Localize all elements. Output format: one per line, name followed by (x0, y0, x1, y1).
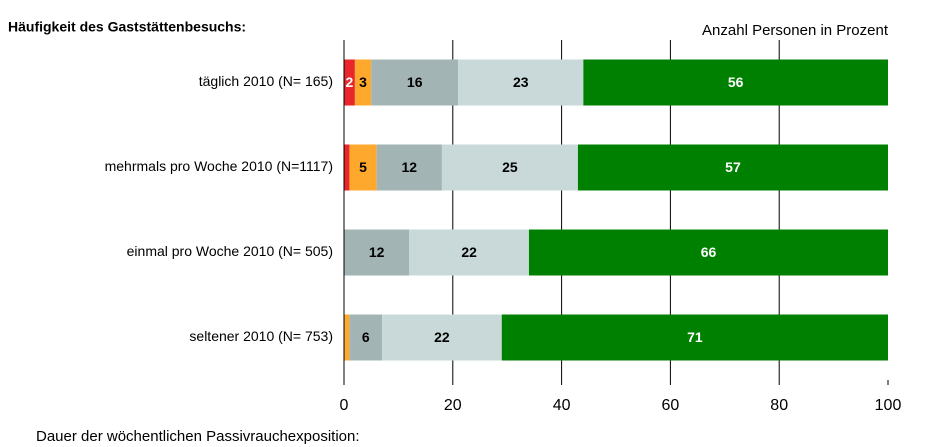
data-label: 25 (502, 159, 518, 175)
y-tick-label: täglich 2010 (N= 165) (199, 73, 333, 89)
x-tick-label: 0 (340, 397, 349, 414)
data-label: 22 (434, 329, 450, 345)
bar-segment (458, 59, 584, 106)
bar-segment (344, 144, 350, 191)
data-label: 22 (461, 244, 477, 260)
data-label: 23 (513, 74, 529, 90)
bar-segment (349, 144, 377, 191)
bar-segment (577, 144, 888, 191)
data-label: 12 (369, 244, 385, 260)
data-label: 16 (407, 74, 423, 90)
bar-segment (376, 144, 442, 191)
bar-segment (349, 314, 383, 361)
bar-segment (371, 59, 459, 106)
footer-text: Dauer der wöchentlichen Passivrauchexpos… (36, 428, 360, 445)
x-tick-label: 20 (444, 397, 462, 414)
bar-segment (501, 314, 888, 361)
bar-segment (382, 314, 502, 361)
bar-segment (344, 314, 350, 361)
data-label: 5 (359, 159, 367, 175)
data-label: 57 (725, 159, 741, 175)
data-label: 6 (362, 329, 370, 345)
y-tick-label: mehrmals pro Woche 2010 (N=1117) (105, 158, 333, 174)
bar-segment (409, 229, 529, 276)
bar-segment (441, 144, 578, 191)
y-tick-label: seltener 2010 (N= 753) (189, 328, 333, 344)
bar-segment (354, 59, 372, 106)
bar-segment (528, 229, 888, 276)
data-label: 71 (687, 329, 703, 345)
data-label: 3 (359, 74, 367, 90)
y-tick-label: einmal pro Woche 2010 (N= 505) (127, 243, 333, 259)
x-tick-label: 100 (875, 397, 902, 414)
x-tick-label: 80 (770, 397, 788, 414)
data-label: 2 (346, 74, 354, 90)
bar-segment (344, 229, 410, 276)
bar-segment (583, 59, 888, 106)
data-label: 12 (401, 159, 417, 175)
data-label: 56 (728, 74, 744, 90)
chart-title: Häufigkeit des Gaststättenbesuchs: (8, 19, 246, 35)
x-tick-label: 60 (662, 397, 680, 414)
x-tick-label: 40 (553, 397, 571, 414)
bar-segment (344, 59, 355, 106)
chart-subtitle: Anzahl Personen in Prozent (702, 22, 889, 39)
data-label: 66 (701, 244, 717, 260)
